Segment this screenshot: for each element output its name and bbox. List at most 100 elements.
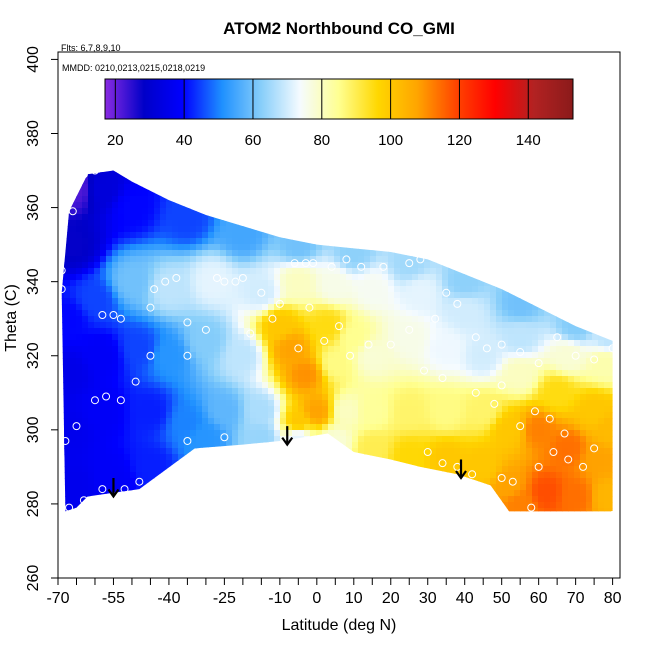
field-cell — [394, 220, 401, 227]
field-cell — [382, 568, 389, 575]
field-cell — [208, 184, 215, 191]
field-cell — [370, 496, 377, 503]
field-cell — [238, 178, 245, 185]
field-cell — [316, 484, 323, 491]
field-cell — [178, 286, 185, 293]
field-cell — [178, 316, 185, 323]
field-cell — [334, 382, 341, 389]
field-cell — [130, 322, 137, 329]
field-cell — [376, 430, 383, 437]
field-cell — [322, 424, 329, 431]
field-cell — [340, 148, 347, 155]
field-cell — [352, 64, 359, 71]
field-cell — [124, 286, 131, 293]
field-cell — [298, 298, 305, 305]
field-cell — [358, 544, 365, 551]
field-cell — [244, 514, 251, 521]
field-cell — [256, 170, 263, 173]
field-cell — [376, 58, 383, 65]
field-cell — [358, 520, 365, 527]
field-cell — [274, 550, 281, 557]
field-cell — [388, 532, 395, 539]
field-cell — [100, 412, 107, 419]
field-cell — [154, 436, 161, 443]
field-cell — [280, 418, 287, 425]
field-cell — [388, 280, 395, 287]
field-cell — [70, 130, 77, 137]
field-cell — [142, 124, 149, 131]
field-cell — [130, 184, 137, 191]
field-cell — [166, 340, 173, 347]
field-cell — [154, 508, 161, 512]
field-cell — [376, 262, 383, 269]
field-cell — [220, 550, 227, 557]
field-cell — [76, 430, 83, 437]
field-cell — [268, 472, 275, 479]
field-cell — [358, 394, 365, 401]
field-cell — [100, 388, 107, 395]
field-cell — [184, 412, 191, 419]
field-cell — [112, 442, 119, 449]
field-cell — [100, 352, 107, 359]
field-cell — [160, 190, 167, 197]
field-cell — [370, 430, 377, 437]
field-cell — [166, 190, 173, 197]
field-cell — [106, 376, 113, 383]
field-cell — [370, 508, 377, 512]
field-cell — [358, 364, 365, 371]
field-cell — [394, 238, 401, 245]
field-cell — [130, 292, 137, 299]
field-cell — [178, 52, 185, 59]
field-cell — [166, 274, 173, 281]
field-cell — [154, 292, 161, 299]
field-cell — [190, 382, 197, 389]
field-cell — [292, 400, 299, 407]
field-cell — [364, 256, 371, 263]
field-cell — [334, 298, 341, 305]
field-cell — [304, 298, 311, 305]
field-cell — [340, 172, 347, 179]
field-cell — [394, 202, 401, 209]
field-cell — [208, 460, 215, 467]
field-cell — [304, 364, 311, 371]
field-cell — [232, 196, 239, 203]
field-cell — [130, 154, 137, 161]
field-cell — [196, 478, 203, 485]
field-cell — [244, 208, 251, 215]
field-cell — [61, 316, 65, 323]
field-cell — [376, 70, 383, 77]
field-cell — [364, 508, 371, 512]
field-cell — [322, 238, 329, 245]
field-cell — [310, 550, 317, 557]
field-cell — [262, 574, 269, 581]
field-cell — [94, 442, 101, 449]
field-cell — [58, 124, 65, 131]
field-cell — [292, 244, 299, 251]
field-cell — [202, 508, 209, 512]
field-cell — [94, 406, 101, 413]
field-cell — [190, 340, 197, 347]
field-cell — [148, 538, 155, 545]
field-cell — [76, 412, 83, 419]
field-cell — [376, 526, 383, 533]
field-cell — [232, 280, 239, 287]
field-cell — [142, 136, 149, 143]
field-cell — [220, 412, 227, 419]
field-cell — [76, 316, 83, 323]
field-cell — [262, 556, 269, 563]
field-cell — [286, 148, 293, 155]
field-cell — [178, 184, 185, 191]
field-cell — [154, 178, 161, 185]
field-cell — [94, 88, 101, 95]
field-cell — [376, 412, 383, 419]
field-cell — [232, 430, 239, 437]
field-cell — [82, 526, 89, 533]
field-cell — [208, 490, 215, 497]
field-cell — [142, 406, 149, 413]
field-cell — [220, 370, 227, 377]
field-cell — [388, 412, 395, 419]
field-cell — [382, 196, 389, 203]
field-cell — [130, 466, 137, 473]
field-cell — [298, 568, 305, 575]
field-cell — [88, 262, 95, 269]
